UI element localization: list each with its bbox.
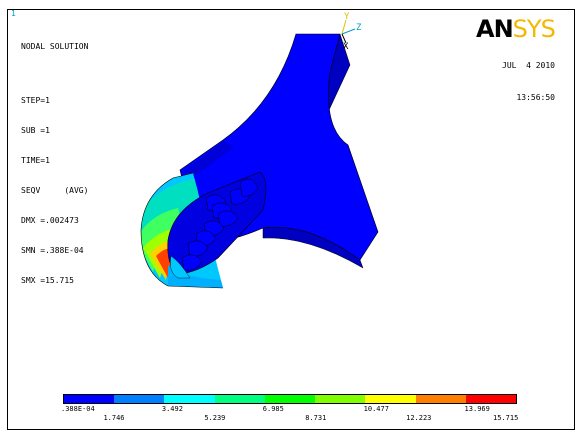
window-number: 1 (11, 9, 16, 18)
contour-legend-bar (63, 394, 517, 404)
smx-label: SMX =15.715 (21, 276, 74, 285)
legend-color-6 (365, 395, 416, 403)
legend-label-bottom-1: 5.239 (204, 414, 226, 422)
time-label: TIME=1 (21, 156, 50, 165)
legend-label-bottom-4: 15.715 (493, 414, 519, 422)
graphics-window[interactable]: 1 NODAL SOLUTION STEP=1 SUB =1 TIME=1 SE… (7, 9, 575, 430)
time-label-clock: 13:56:50 (516, 93, 555, 102)
result-label: SEQV (AVG) (21, 186, 89, 195)
triad-z: Z (356, 23, 362, 33)
legend-color-8 (465, 395, 516, 403)
dmx-label: DMX =.002473 (21, 216, 79, 225)
legend-label-top-1: 3.492 (161, 405, 183, 413)
threaded-bore (167, 171, 267, 279)
date-label: JUL 4 2010 (502, 61, 555, 70)
triad-y: Y (344, 12, 350, 22)
legend-label-bottom-3: 12.223 (406, 414, 432, 422)
legend-color-5 (315, 395, 366, 403)
sub-label: SUB =1 (21, 126, 50, 135)
legend-color-4 (264, 395, 316, 403)
legend-color-1 (114, 395, 165, 403)
timestamp: JUL 4 2010 13:56:50 (502, 41, 555, 125)
solution-title: NODAL SOLUTION (21, 42, 89, 51)
legend-color-3 (214, 395, 265, 403)
legend-label-top-2: 6.985 (262, 405, 284, 413)
legend-color-2 (164, 395, 215, 403)
coordinate-triad: Y Z X (341, 12, 362, 52)
triad-x: X (343, 42, 349, 52)
legend-label-top-4: 13.969 (464, 405, 490, 413)
legend-color-0 (64, 395, 115, 403)
legend-label-bottom-2: 8.731 (305, 414, 327, 422)
step-label: STEP=1 (21, 96, 50, 105)
model-view[interactable]: Y Z X (8, 10, 574, 429)
ansys-logo: ANSYS (476, 15, 556, 43)
solution-info: NODAL SOLUTION STEP=1 SUB =1 TIME=1 SEQV… (21, 22, 88, 306)
smn-label: SMN =.388E-04 (21, 246, 84, 255)
legend-color-7 (415, 395, 466, 403)
legend-label-top-3: 10.477 (363, 405, 389, 413)
legend-label-bottom-0: 1.746 (103, 414, 125, 422)
legend-label-top-0: .388E-04 (61, 405, 95, 413)
